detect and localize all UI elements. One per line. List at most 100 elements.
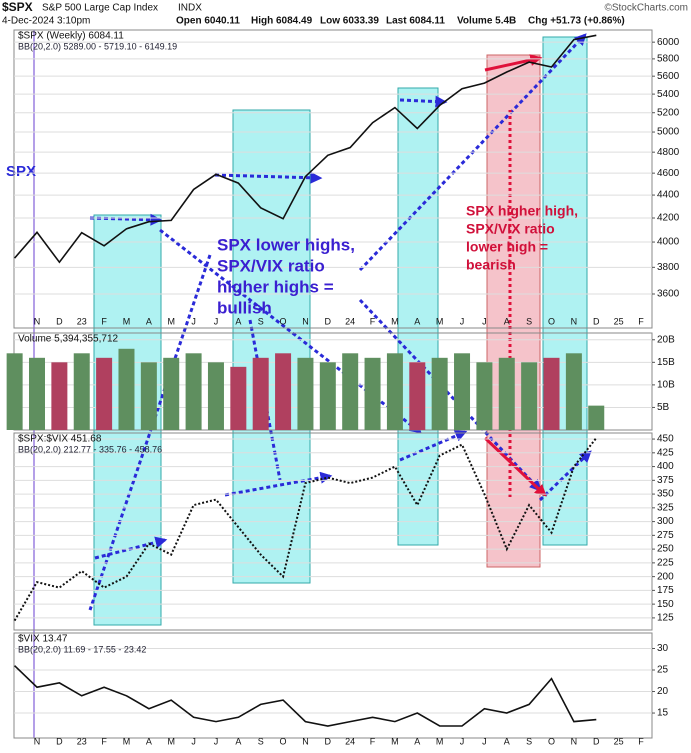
x-tick-label: D	[56, 316, 63, 326]
y-tick-label: 4800	[657, 147, 680, 158]
x-tick-label: M	[167, 316, 175, 326]
x-tick-label: F	[638, 316, 644, 326]
volume-bar	[51, 362, 68, 430]
x-tick-label: J	[214, 316, 219, 326]
x-tick-label: 24	[345, 316, 355, 326]
x-tick-label: J	[482, 736, 487, 746]
volume-bar	[118, 348, 135, 430]
volume-bar	[364, 357, 381, 430]
annotation-bearish: SPX/VIX ratio	[466, 221, 555, 237]
left-label: SPX	[6, 163, 36, 180]
x-tick-label: F	[370, 736, 376, 746]
y-tick-label: 350	[657, 489, 674, 500]
y-tick-label: 375	[657, 475, 674, 486]
y-tick-label: 5000	[657, 127, 680, 138]
x-tick-label: D	[593, 736, 600, 746]
y-tick-label: 150	[657, 599, 674, 610]
x-tick-label: J	[460, 736, 465, 746]
credit: ©StockCharts.com	[604, 3, 688, 14]
x-tick-label: A	[504, 736, 510, 746]
quote-item: Volume 5.4B	[457, 16, 516, 27]
volume-bar	[543, 357, 560, 430]
symbol: $SPX	[2, 0, 33, 14]
volume-bar	[297, 357, 314, 430]
panel-frame	[13, 29, 653, 329]
volume-bar	[431, 357, 448, 430]
volume-bar	[275, 353, 292, 430]
arrow	[89, 213, 163, 226]
volume-bar	[207, 362, 224, 430]
y-tick-label: 5200	[657, 107, 680, 118]
y-tick-label: 15	[657, 708, 669, 719]
volume-bar	[230, 366, 247, 430]
x-tick-label: A	[414, 736, 420, 746]
y-tick-label: 6000	[657, 37, 680, 48]
x-tick-label: D	[593, 316, 600, 326]
arrow	[224, 471, 333, 497]
y-tick-label: 4000	[657, 237, 680, 248]
y-tick-label: 300	[657, 516, 674, 527]
y-tick-label: 450	[657, 434, 674, 445]
y-tick-label: 275	[657, 530, 674, 541]
x-tick-label: D	[325, 316, 332, 326]
volume-bar	[386, 353, 403, 430]
y-tick-label: 20	[657, 686, 669, 697]
y-tick-label: 250	[657, 544, 674, 555]
y-tick-label: 5600	[657, 71, 680, 82]
data-line	[13, 34, 597, 264]
y-tick-label: 4600	[657, 168, 680, 179]
volume-bar	[163, 357, 180, 430]
y-tick-label: 200	[657, 571, 674, 582]
x-tick-label: N	[571, 316, 578, 326]
panel-title: $SPX:$VIX 451.68	[18, 434, 102, 445]
highlight-box	[397, 87, 439, 546]
arrow	[484, 54, 543, 72]
volume-bar	[319, 362, 336, 430]
x-tick-label: A	[414, 316, 420, 326]
x-tick-label: N	[571, 736, 578, 746]
x-tick-label: N	[34, 316, 41, 326]
annotation-bearish: lower high =	[466, 239, 548, 255]
highlight-box	[232, 109, 311, 584]
x-tick-label: O	[280, 316, 287, 326]
x-tick-label: F	[370, 316, 376, 326]
annotation-bullish: bullish	[217, 298, 272, 317]
y-tick-label: 5400	[657, 89, 680, 100]
y-tick-label: 3800	[657, 262, 680, 273]
y-tick-label: 3600	[657, 289, 680, 300]
x-tick-label: J	[191, 316, 196, 326]
panel-frame	[13, 432, 653, 631]
data-line	[14, 665, 597, 727]
x-tick-label: 25	[614, 736, 624, 746]
annotation-bullish: SPX lower highs,	[217, 235, 355, 254]
quote-item: Last 6084.11	[386, 16, 445, 27]
arrow	[538, 450, 592, 502]
volume-bar	[476, 362, 493, 430]
volume-bar	[521, 362, 538, 430]
arrow	[214, 171, 323, 184]
volume-bar	[565, 353, 582, 430]
x-tick-label: M	[391, 736, 399, 746]
arrow	[248, 319, 282, 481]
panel-subtitle: BB(20,2.0) 212.77 - 335.76 - 458.76	[18, 444, 162, 454]
volume-bar	[342, 353, 359, 430]
annotation-bullish: higher highs =	[217, 277, 334, 296]
y-tick-label: 175	[657, 585, 674, 596]
y-tick-label: 30	[657, 643, 669, 654]
panel-title: $SPX (Weekly) 6084.11	[18, 31, 124, 42]
highlight-boxes	[93, 36, 588, 626]
y-tick-label: 125	[657, 613, 674, 624]
y-tick-label: 225	[657, 558, 674, 569]
x-tick-label: S	[526, 316, 532, 326]
x-tick-label: J	[460, 316, 465, 326]
y-tick-label: 325	[657, 502, 674, 513]
x-tick-label: M	[123, 736, 131, 746]
x-tick-label: S	[258, 736, 264, 746]
y-tick-label: 425	[657, 447, 674, 458]
x-tick-label: F	[101, 316, 107, 326]
x-tick-label: A	[146, 316, 152, 326]
y-tick-label: 25	[657, 665, 669, 676]
annotation-bullish: SPX/VIX ratio	[217, 256, 325, 275]
volume-bar	[588, 405, 605, 430]
